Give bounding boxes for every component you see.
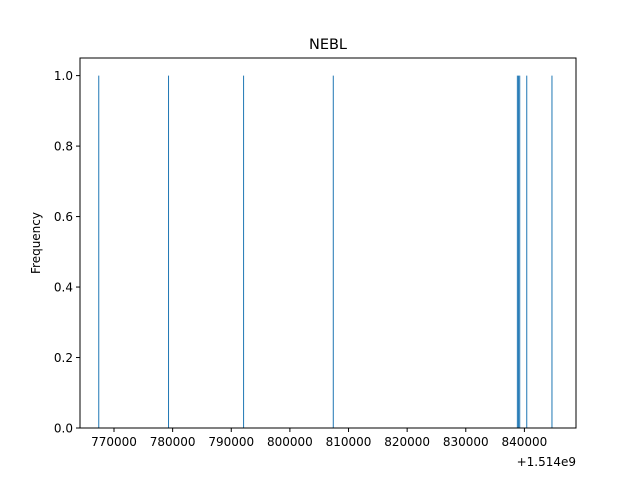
y-tick-label: 1.0 <box>54 69 73 83</box>
x-tick-label: 810000 <box>326 435 372 449</box>
y-tick-label: 0.6 <box>54 210 73 224</box>
histogram-bar <box>98 75 100 429</box>
histogram-bar <box>243 75 245 429</box>
x-tick-label: 780000 <box>150 435 196 449</box>
y-tick-label: 0.4 <box>54 281 73 295</box>
x-tick-label: 840000 <box>502 435 548 449</box>
y-tick-label: 0.2 <box>54 351 73 365</box>
x-tick-label: 830000 <box>443 435 489 449</box>
histogram-bar <box>519 75 521 429</box>
bars-group <box>98 75 553 429</box>
histogram-bar <box>551 75 553 429</box>
histogram-bar <box>516 75 518 429</box>
y-axis-ticks: 0.0 0.2 0.4 0.6 0.8 1.0 <box>54 69 80 436</box>
histogram-bar <box>526 75 528 429</box>
histogram-bar <box>332 75 334 429</box>
histogram-bar <box>518 75 520 429</box>
plot-frame <box>79 57 577 429</box>
x-tick-label: 790000 <box>208 435 254 449</box>
x-tick-label: 800000 <box>267 435 313 449</box>
y-tick-label: 0.0 <box>54 422 73 436</box>
x-tick-label: 820000 <box>384 435 430 449</box>
histogram-bar <box>168 75 170 429</box>
x-axis-offset-label: +1.514e9 <box>517 455 576 469</box>
chart-title: NEBL <box>309 37 347 53</box>
x-axis-ticks: 770000 780000 790000 800000 810000 820000 8300… <box>91 428 547 449</box>
y-axis-label: Frequency <box>29 212 43 274</box>
y-tick-label: 0.8 <box>54 140 73 154</box>
x-tick-label: 770000 <box>91 435 137 449</box>
